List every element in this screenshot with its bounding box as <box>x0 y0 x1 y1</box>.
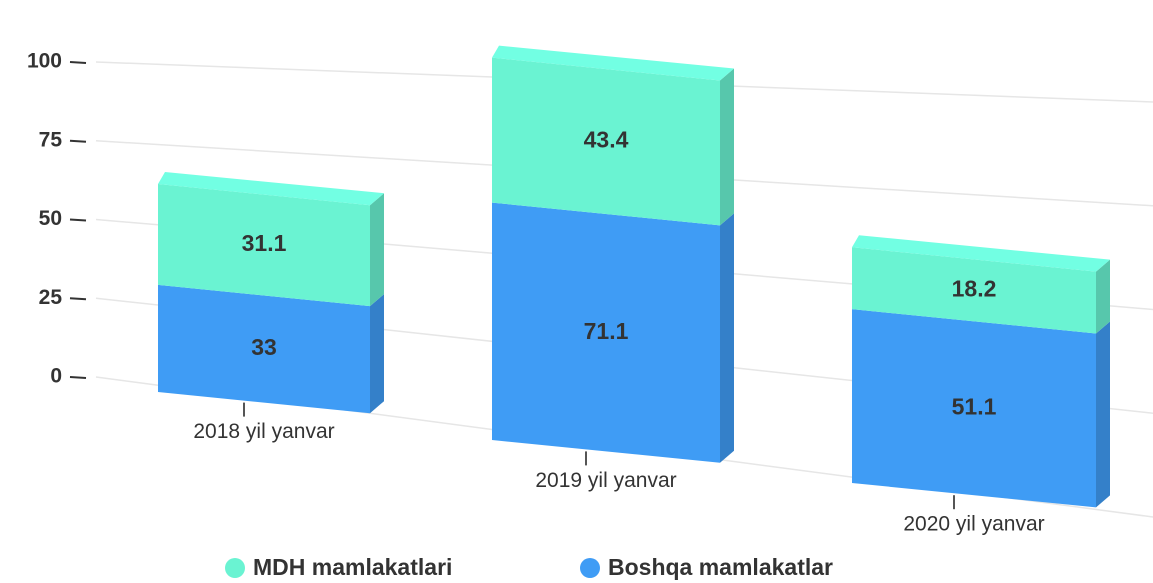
value-label: 33 <box>251 334 277 360</box>
value-label: 31.1 <box>242 230 287 256</box>
y-tick-label: 75 <box>39 128 63 151</box>
bar-side <box>370 294 384 414</box>
y-tick <box>69 139 87 143</box>
y-tick <box>69 218 87 222</box>
x-tick-label: 2018 yil yanvar <box>193 420 334 443</box>
x-tick-label: 2019 yil yanvar <box>535 469 676 492</box>
bar-side <box>1096 321 1110 508</box>
legend-swatch <box>580 558 600 578</box>
value-label: 51.1 <box>952 393 997 419</box>
x-tick-label: 2020 yil yanvar <box>903 513 1044 536</box>
value-label: 71.1 <box>584 318 629 344</box>
bar <box>158 184 370 307</box>
legend-swatch <box>225 558 245 578</box>
y-tick-label: 100 <box>27 50 62 73</box>
y-tick <box>69 297 87 301</box>
y-tick-label: 25 <box>39 286 63 309</box>
value-label: 43.4 <box>584 127 629 153</box>
y-tick <box>69 376 87 379</box>
bar <box>852 309 1096 508</box>
bar <box>852 247 1096 334</box>
bar <box>492 202 720 463</box>
bar-side <box>370 193 384 307</box>
legend-label: MDH mamlakatlari <box>253 554 452 580</box>
y-tick-label: 0 <box>50 365 62 388</box>
bar-top <box>492 45 734 81</box>
bar-top <box>852 235 1110 272</box>
bar-top <box>158 172 384 206</box>
bar <box>158 284 370 414</box>
legend-label: Boshqa mamlakatlar <box>608 554 833 580</box>
value-label: 18.2 <box>952 275 997 301</box>
bar <box>492 57 720 226</box>
bar-side <box>720 213 734 463</box>
y-tick-label: 50 <box>39 207 62 230</box>
y-tick <box>69 61 87 64</box>
bar-side <box>720 68 734 226</box>
bar-side <box>1096 259 1110 334</box>
